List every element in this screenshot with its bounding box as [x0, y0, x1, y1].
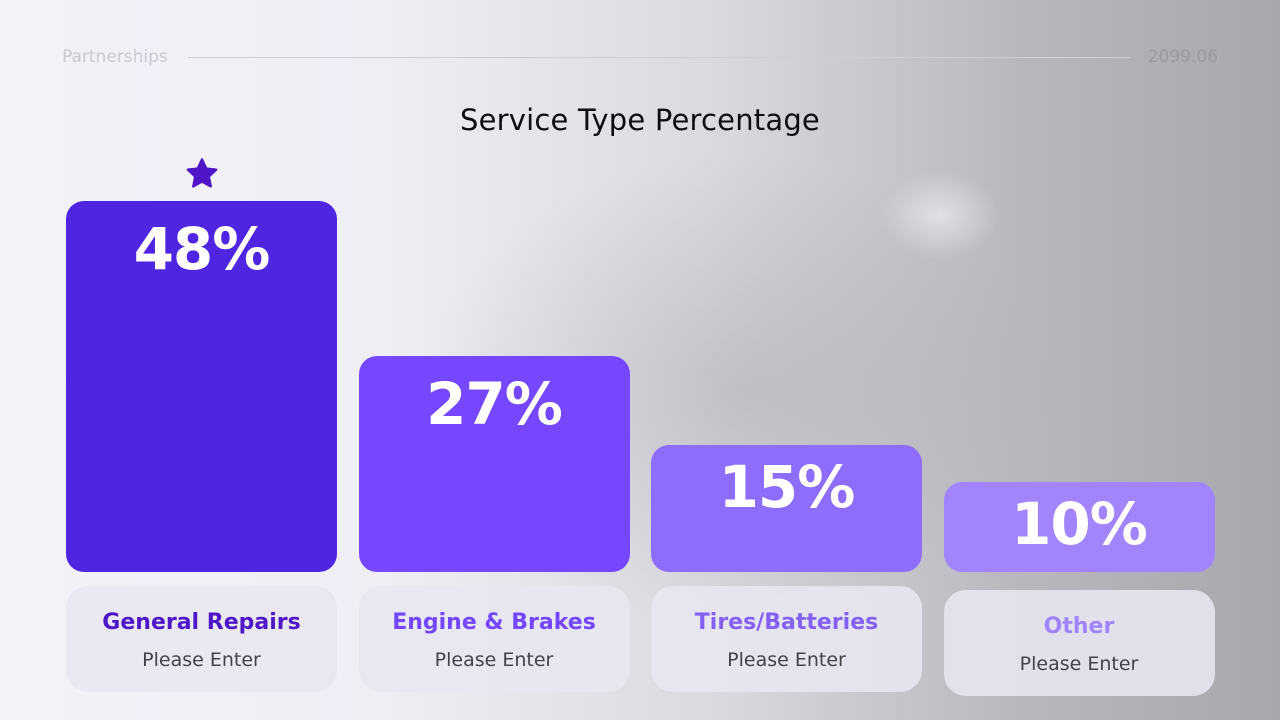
category-subtitle: Please Enter — [727, 649, 846, 671]
category-card: General Repairs Please Enter — [66, 586, 337, 692]
bar: 27% — [358, 356, 630, 572]
category-label: Tires/Batteries — [694, 610, 879, 635]
bar-value-label: 27% — [426, 370, 563, 439]
bar-value-label: 10% — [1011, 490, 1148, 558]
category-label: Engine & Brakes — [392, 610, 596, 635]
bar: 15% — [651, 445, 922, 572]
header-date: 2099.06 — [1147, 47, 1218, 67]
header-divider — [188, 57, 1130, 58]
background-photo-accent — [880, 170, 1000, 260]
category-card: Tires/Batteries Please Enter — [651, 586, 922, 692]
bar-value-label: 48% — [133, 215, 271, 283]
category-label: Other — [1043, 614, 1115, 639]
category-card: Other Please Enter — [943, 590, 1215, 696]
category-subtitle: Please Enter — [434, 649, 554, 671]
header-section-label: Partnerships — [62, 47, 168, 67]
chart-title: Service Type Percentage — [460, 103, 820, 137]
category-subtitle: Please Enter — [142, 649, 261, 671]
category-label: General Repairs — [102, 610, 301, 635]
bar: 48% — [66, 201, 337, 572]
star-icon — [186, 158, 218, 188]
category-subtitle: Please Enter — [1019, 653, 1139, 675]
bar-value-label: 15% — [718, 453, 856, 522]
category-card: Engine & Brakes Please Enter — [358, 586, 630, 692]
bar: 10% — [943, 482, 1215, 572]
